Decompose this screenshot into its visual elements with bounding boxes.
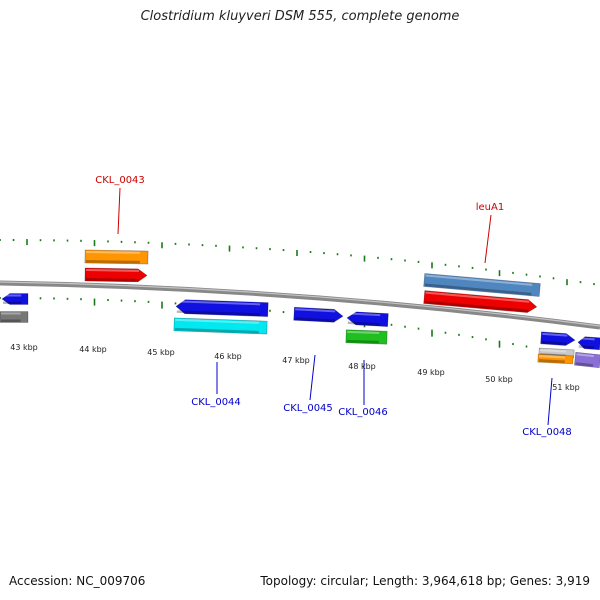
- gene-body: [345, 329, 388, 345]
- gene-ckl_0046[interactable]: [345, 329, 388, 345]
- map-title: Clostridium kluyveri DSM 555, complete g…: [140, 9, 460, 24]
- gene-body: [423, 273, 541, 297]
- gene-highlight: [540, 349, 567, 353]
- gene-ckl_0044[interactable]: [175, 299, 269, 317]
- gene-label[interactable]: CKL_0044: [191, 397, 241, 408]
- gene-arrow[interactable]: [346, 311, 389, 327]
- accession-text: Accession: NC_009706: [9, 574, 146, 588]
- gene-shade: [541, 340, 567, 346]
- gene-body: [84, 267, 148, 283]
- gene-highlight: [86, 268, 140, 272]
- gene-body: [540, 331, 576, 346]
- genome-backbone: [0, 280, 600, 330]
- gene-body: [346, 311, 389, 327]
- gene-highlight: [3, 294, 22, 297]
- gene-ckl_0043[interactable]: [84, 267, 148, 283]
- gene-body: [1, 293, 29, 305]
- gene-ckl_0045[interactable]: [293, 306, 344, 323]
- gene-shade: [85, 277, 139, 282]
- gene-body: [423, 290, 538, 313]
- gene-shade: [578, 345, 595, 349]
- gene-leader-line: [309, 354, 316, 401]
- gene-highlight: [177, 300, 261, 306]
- ruler-top: [0, 239, 595, 286]
- ruler-label: 50 kbp: [485, 375, 513, 384]
- gene-body: [537, 353, 574, 365]
- gene-arrow[interactable]: [537, 353, 574, 365]
- gene-body: [577, 336, 600, 351]
- gene-arrow[interactable]: [577, 336, 600, 351]
- gene-shade: [294, 317, 335, 322]
- gene-arrow[interactable]: [423, 273, 541, 297]
- gene-labels: CKL_0043 CKL_0044 CKL_0045 CKL_0046 leuA1 CKL…: [95, 175, 572, 438]
- gene-leader-line: [547, 377, 553, 426]
- topology-text: Topology: circular; Length: 3,964,618 bp…: [260, 574, 590, 588]
- gene-body: [175, 299, 269, 317]
- gene-shade: [538, 359, 565, 363]
- gene-shade: [176, 310, 260, 316]
- ruler-label: 51 kbp: [552, 383, 580, 392]
- gene-arrow[interactable]: [0, 311, 29, 323]
- ruler-label: 46 kbp: [214, 352, 242, 361]
- gene-shade: [3, 301, 22, 304]
- genome-backbone-highlight: [0, 281, 600, 327]
- gene-ckl_0048[interactable]: [540, 331, 576, 346]
- gene-leader-line: [117, 187, 121, 235]
- gene-highlight: [539, 355, 566, 359]
- gene-highlight: [295, 308, 336, 313]
- gene-leua1[interactable]: [423, 290, 538, 314]
- ruler-label: 43 kbp: [10, 343, 38, 352]
- gene-label[interactable]: leuA1: [476, 202, 504, 213]
- ruler-label: 44 kbp: [79, 345, 107, 354]
- gene-arrow[interactable]: [1, 293, 29, 305]
- gene-shade: [174, 327, 259, 334]
- gene-body: [173, 317, 268, 335]
- gene-body: [574, 351, 600, 369]
- gene-highlight: [175, 318, 260, 324]
- gene-shade: [85, 259, 140, 264]
- gene-highlight: [86, 250, 141, 254]
- gene-body: [84, 249, 149, 265]
- gene-highlight: [576, 353, 595, 358]
- gene-label[interactable]: CKL_0045: [283, 403, 333, 414]
- gene-body: [0, 311, 29, 323]
- gene-track: [0, 249, 600, 369]
- gene-highlight: [347, 330, 380, 334]
- gene-leader-line: [484, 214, 492, 264]
- gene-shade: [346, 339, 379, 344]
- gene-shade: [424, 300, 529, 313]
- gene-highlight: [425, 291, 530, 303]
- ruler-label: 48 kbp: [348, 362, 376, 371]
- gene-arrow[interactable]: [574, 351, 600, 369]
- gene-body: [293, 306, 344, 323]
- ruler-label: 45 kbp: [147, 348, 175, 357]
- gene-label[interactable]: CKL_0048: [522, 427, 572, 438]
- gene-label[interactable]: CKL_0046: [338, 407, 388, 418]
- gene-highlight: [348, 312, 381, 317]
- ruler-label: 47 kbp: [282, 356, 310, 365]
- gene-shade: [424, 283, 532, 296]
- gene-arrow[interactable]: [84, 249, 149, 265]
- gene-highlight: [1, 312, 21, 315]
- ruler-label: 49 kbp: [417, 368, 445, 377]
- gene-shade: [575, 362, 594, 367]
- gene-label[interactable]: CKL_0043: [95, 175, 145, 186]
- gene-highlight: [542, 332, 568, 337]
- gene-highlight: [579, 337, 595, 341]
- ruler-labels: 43 kbp 44 kbp 45 kbp 46 kbp 47 kbp 48 kbp 49 k…: [10, 343, 580, 392]
- gene-highlight: [425, 274, 533, 286]
- gene-shade: [347, 321, 380, 326]
- gene-shade: [1, 319, 21, 322]
- gene-arrow[interactable]: [173, 317, 268, 335]
